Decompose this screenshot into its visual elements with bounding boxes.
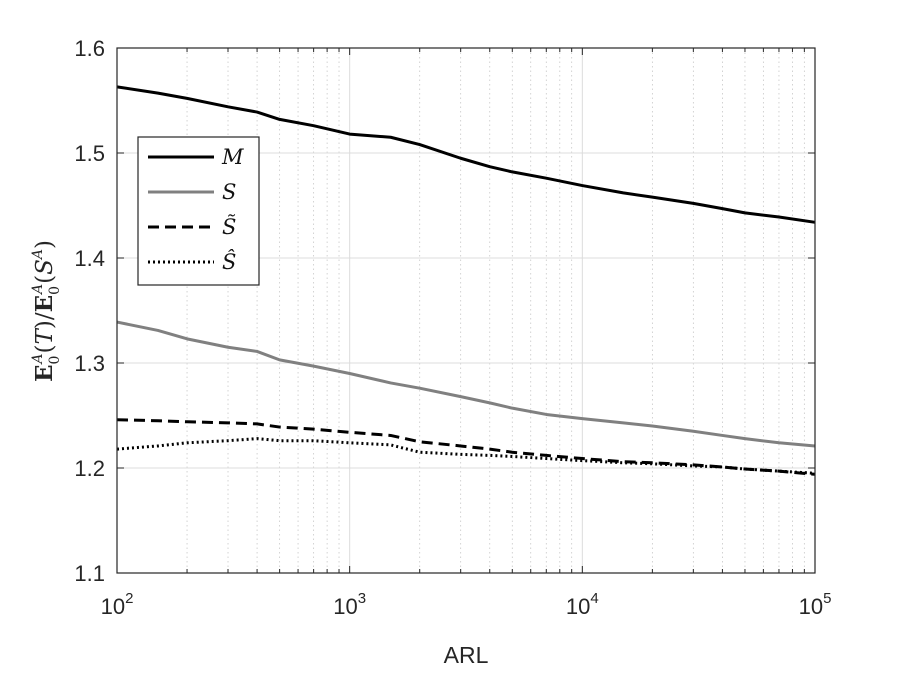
legend-box: [137, 136, 260, 286]
series-line-2: [116, 320, 816, 448]
plot-frame: [116, 47, 816, 574]
y-tick-label: 1.6: [74, 36, 105, 61]
x-tick-labels: 102 103 104 105: [101, 590, 832, 619]
x-axis-label: ARL: [444, 642, 489, 668]
x-tick-label: 102: [101, 590, 134, 619]
legend: MS S̃ Ŝ: [137, 136, 260, 286]
legend-label: S̃: [222, 215, 236, 239]
series-layer: [116, 85, 816, 476]
minor-grid: [186, 48, 805, 573]
legend-label: S: [222, 180, 236, 204]
legend-label: Ŝ: [222, 249, 236, 274]
y-tick-labels: 1.1 1.2 1.3 1.4 1.5 1.6: [74, 36, 105, 586]
series-line-3: [116, 418, 816, 476]
plot-area: [117, 48, 815, 573]
ticks-layer: [116, 47, 816, 574]
series-line-4: [116, 437, 816, 475]
series-line-1: [116, 85, 816, 224]
y-axis-label: E0A(T)/E0A(SA): [30, 240, 63, 382]
svg-text:E0A(T)/E0A(SA): E0A(T)/E0A(SA): [30, 240, 63, 382]
y-tick-label: 1.5: [74, 141, 105, 166]
x-tick-label: 104: [566, 590, 599, 619]
y-tick-label: 1.4: [74, 246, 105, 271]
y-tick-label: 1.2: [74, 456, 105, 481]
legend-label: M: [221, 145, 244, 169]
x-tick-label: 103: [333, 590, 366, 619]
x-tick-label: 105: [799, 590, 832, 619]
y-tick-label: 1.3: [74, 351, 105, 376]
y-tick-label: 1.1: [74, 561, 105, 586]
